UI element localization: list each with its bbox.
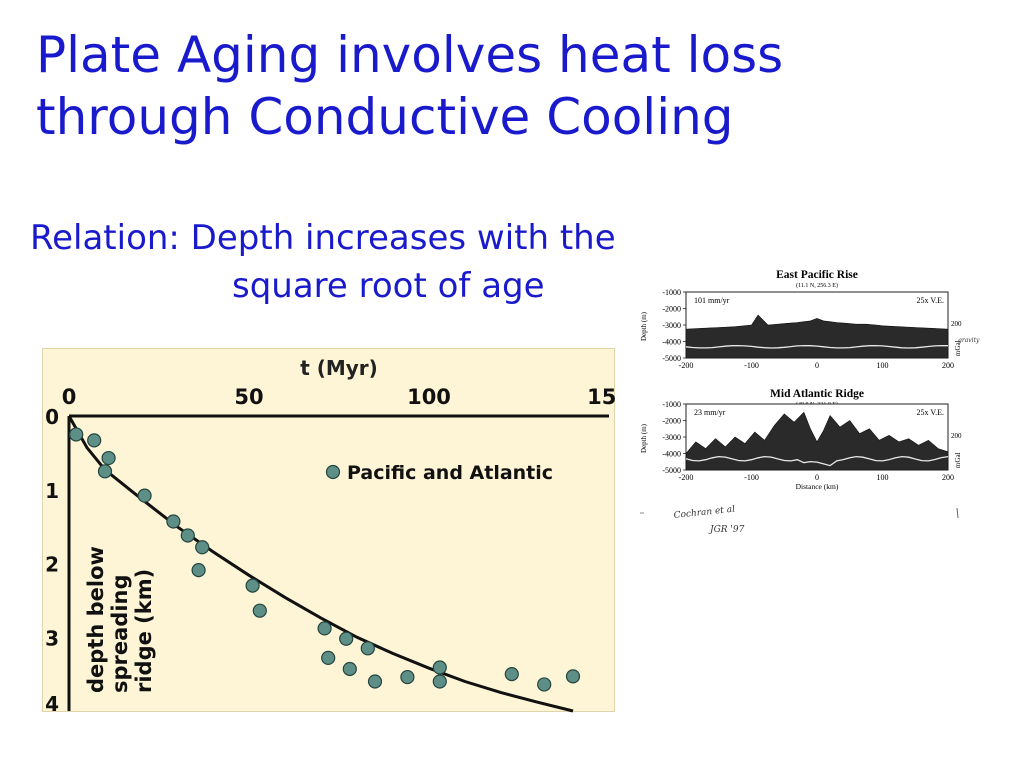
data-point	[342, 661, 357, 677]
y2-axis-label: mGal	[954, 340, 962, 356]
bathymetry-area	[685, 411, 949, 471]
y-tick-label: -1000	[662, 400, 681, 409]
profile-title: East Pacific Rise	[776, 269, 858, 281]
x-tick-label: -200	[679, 473, 694, 482]
data-point	[252, 603, 267, 618]
relation-text: Relation: Depth increases with the squar…	[30, 214, 790, 310]
y-tick-label: 0	[45, 405, 59, 429]
data-point	[339, 631, 354, 646]
relation-line-2: square root of age	[232, 266, 545, 306]
data-point	[360, 641, 375, 656]
east-pacific-profile: East Pacific Rise(11.1 N, 256.3 E)-1000-…	[640, 269, 980, 370]
gravity-trace	[685, 455, 949, 467]
data-point	[166, 514, 181, 529]
data-point	[180, 528, 195, 543]
x-tick-label: 50	[234, 385, 263, 409]
y-tick-label: -1000	[662, 288, 681, 297]
citation-line-1: Cochran et al	[673, 505, 735, 521]
y-tick-label: -5000	[662, 354, 681, 363]
x-axis-label: Distance (km)	[796, 482, 839, 491]
legend-label: Pacific and Atlantic	[347, 462, 553, 484]
x-tick-label: -100	[744, 473, 759, 482]
depth-age-chart: t (Myr) 0 50 100 150 0 1 2 3 4 depth belowspreadin…	[45, 356, 616, 713]
title-line-1: Plate Aging involves heat loss	[36, 26, 784, 84]
x-tick-label: 0	[815, 473, 819, 482]
y2-tick-label: 200	[951, 432, 962, 440]
vertical-exaggeration: 25x V.E.	[917, 296, 945, 305]
data-point	[432, 660, 447, 675]
x-tick-label: 150	[587, 385, 616, 409]
x-tick-label: -100	[744, 361, 759, 370]
x-tick-label: 200	[942, 361, 954, 370]
x-tick-label: -200	[679, 361, 694, 370]
y2-tick-label: 200	[951, 320, 962, 328]
data-point	[87, 433, 102, 448]
title-line-2: through Conductive Cooling	[36, 88, 734, 146]
y-tick-label: 4	[45, 692, 59, 713]
legend-marker	[325, 464, 341, 480]
y-tick-label: -2000	[662, 417, 681, 426]
profile-subtitle: (11.1 N, 256.3 E)	[796, 282, 838, 289]
data-point	[537, 677, 552, 692]
data-point	[432, 674, 447, 689]
x-tick-label: 200	[942, 473, 954, 482]
scan-mark	[956, 507, 959, 519]
y-axis-label: Depth (m)	[640, 311, 648, 341]
depth-age-plot: t (Myr) 0 50 100 150 0 1 2 3 4 depth belowspreadin…	[42, 348, 616, 713]
y-tick-label: 1	[45, 479, 59, 503]
data-point	[400, 669, 415, 685]
y-tick-label: -3000	[662, 433, 681, 442]
data-point	[97, 464, 113, 479]
ridge-profiles-figure: East Pacific Rise (11.1 N, 256.3 E) -1000-…	[622, 262, 1002, 534]
gravity-annotation: gravity	[958, 337, 980, 344]
data-point	[245, 578, 260, 593]
citation-line-2: JGR '97	[708, 525, 745, 534]
data-point	[565, 669, 581, 684]
cooling-model-curve	[67, 415, 574, 713]
data-point	[317, 621, 332, 636]
y-tick-label: -4000	[662, 338, 681, 347]
y-tick-label: 3	[45, 626, 59, 650]
data-point	[69, 427, 84, 442]
data-point	[504, 667, 519, 682]
y-tick-label: -4000	[662, 450, 681, 459]
y-tick-label: -2000	[662, 305, 681, 314]
y-axis-label-line: depth below	[84, 546, 108, 693]
y-axis-label: depth below spreading ridge (km)	[84, 546, 156, 693]
x-tick-label: 100	[877, 361, 889, 370]
slide-title: Plate Aging involves heat loss through C…	[36, 24, 996, 148]
profile-title: Mid Atlantic Ridge	[770, 388, 864, 400]
x-tick-label: 100	[877, 473, 889, 482]
gravity-trace	[685, 344, 949, 349]
y-tick-label: -3000	[662, 321, 681, 330]
mid-atlantic-profile: Mid Atlantic Ridge(48.8 N, 331.9 E)-1000…	[640, 388, 962, 491]
x-axis-label: t (Myr)	[300, 356, 378, 380]
spreading-rate: 101 mm/yr	[694, 296, 730, 305]
y-tick-label: 2	[45, 553, 59, 577]
bathymetry-area	[685, 314, 949, 359]
y-axis-label-line: ridge (km)	[132, 569, 156, 693]
ridge-profiles-chart: East Pacific Rise(11.1 N, 256.3 E)-1000-…	[640, 269, 980, 534]
x-tick-label: 0	[815, 361, 819, 370]
vertical-exaggeration: 25x V.E.	[917, 408, 945, 417]
data-point	[321, 650, 336, 665]
data-point	[195, 540, 210, 555]
relation-line-1: Relation: Depth increases with the	[30, 218, 616, 258]
data-point	[191, 563, 206, 578]
y-axis-label: Depth (m)	[640, 423, 648, 453]
y2-axis-label: mGal	[954, 452, 962, 468]
data-point	[101, 450, 116, 466]
data-point	[137, 488, 152, 503]
x-tick-label: 100	[407, 385, 451, 409]
spreading-rate: 23 mm/yr	[694, 408, 726, 417]
y-axis-label-line: spreading	[108, 574, 132, 693]
y-tick-label: -5000	[662, 466, 681, 475]
data-point	[367, 674, 383, 689]
x-tick-label: 0	[62, 385, 77, 409]
